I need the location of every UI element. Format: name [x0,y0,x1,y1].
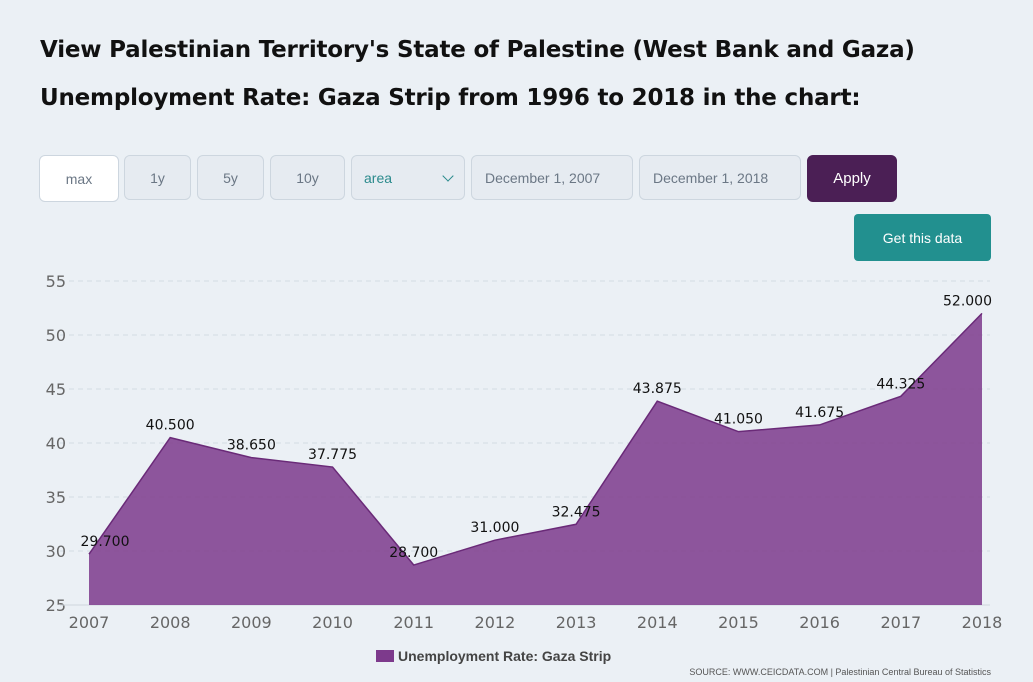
data-label: 43.875 [633,381,682,397]
x-tick-label: 2013 [556,613,597,632]
legend-swatch [376,650,394,662]
x-tick-label: 2015 [718,613,759,632]
date-from-input[interactable]: December 1, 2007 [471,155,633,200]
y-tick-label: 40 [46,434,66,453]
date-to-input[interactable]: December 1, 2018 [639,155,801,200]
data-label: 41.050 [714,412,763,428]
data-label: 38.650 [227,438,276,454]
data-label: 31.000 [470,520,519,536]
y-tick-label: 55 [46,272,66,291]
x-tick-label: 2008 [150,613,191,632]
data-label: 40.500 [146,418,195,434]
range-max-button[interactable]: max [39,155,119,202]
chart-legend[interactable]: Unemployment Rate: Gaza Strip [376,648,611,664]
range-10y-button[interactable]: 10y [270,155,345,200]
y-tick-label: 25 [46,596,66,615]
x-tick-label: 2007 [69,613,110,632]
data-label: 52.000 [943,293,992,309]
data-label: 37.775 [308,447,357,463]
apply-button[interactable]: Apply [807,155,897,202]
x-tick-label: 2011 [393,613,434,632]
x-tick-label: 2010 [312,613,353,632]
y-tick-label: 30 [46,542,66,561]
chart-type-value: area [364,169,393,186]
x-tick-label: 2017 [880,613,921,632]
y-tick-label: 50 [46,326,66,345]
x-tick-label: 2014 [637,613,678,632]
x-tick-label: 2018 [962,613,1003,632]
series-area [89,313,982,605]
data-label: 29.700 [81,534,130,550]
source-note: SOURCE: WWW.CEICDATA.COM | Palestinian C… [689,667,991,677]
series-line [88,312,983,566]
data-label: 41.675 [795,405,844,421]
y-tick-label: 35 [46,488,66,507]
get-data-button[interactable]: Get this data [854,214,991,261]
data-label: 28.700 [389,545,438,561]
range-1y-button[interactable]: 1y [124,155,191,200]
legend-label: Unemployment Rate: Gaza Strip [398,648,612,664]
y-tick-label: 45 [46,380,66,399]
x-tick-label: 2016 [799,613,840,632]
data-label: 32.475 [552,504,601,520]
x-tick-label: 2009 [231,613,272,632]
range-5y-button[interactable]: 5y [197,155,264,200]
data-label: 44.325 [876,376,925,392]
chart-type-select[interactable]: area [351,155,465,200]
x-tick-label: 2012 [475,613,516,632]
page-title: View Palestinian Territory's State of Pa… [40,37,915,111]
